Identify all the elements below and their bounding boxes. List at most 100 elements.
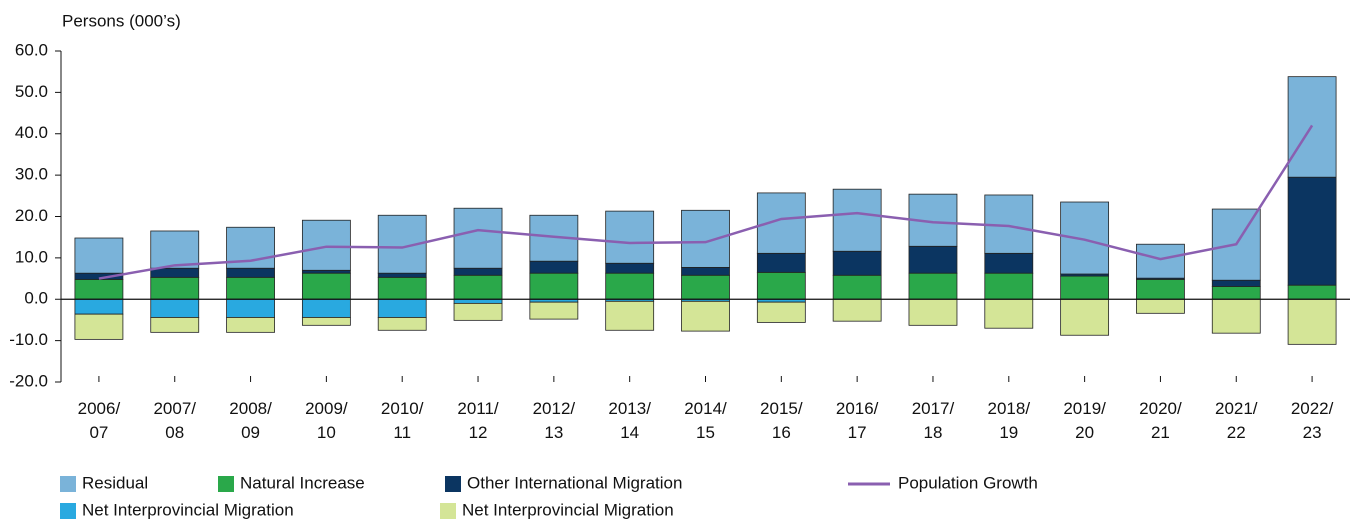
bar-segment: [605, 272, 655, 300]
legend-label: Residual: [82, 473, 148, 492]
y-tick-label: -10.0: [9, 330, 48, 349]
y-tick-label: 50.0: [15, 82, 48, 101]
x-tick-label-line: 2017/: [912, 399, 955, 418]
bar-segment: [301, 219, 351, 271]
bar-segment: [984, 252, 1034, 274]
x-tick-label-line: 19: [999, 423, 1018, 442]
x-tick-label: 2020/21: [1139, 399, 1182, 442]
bar-segment: [681, 209, 730, 268]
bar-segment: [74, 278, 124, 300]
x-tick-label-line: 10: [317, 423, 336, 442]
bar-segment: [1060, 275, 1110, 300]
y-tick-label: 20.0: [15, 206, 48, 225]
bar-segment: [377, 298, 427, 318]
bar-segment: [832, 274, 882, 300]
x-tick-label-line: 2021/: [1215, 399, 1258, 418]
bar-segment: [681, 274, 730, 300]
bar-segment: [453, 207, 503, 269]
x-tick-label-line: 2018/: [988, 399, 1031, 418]
y-tick-label: 10.0: [15, 247, 48, 266]
x-tick-label-line: 13: [544, 423, 563, 442]
bar-segment: [1060, 201, 1110, 275]
legend-swatch: [218, 476, 234, 492]
bar-segment: [226, 267, 275, 278]
bar-segment: [908, 245, 958, 274]
x-tick-label-line: 2009/: [305, 399, 348, 418]
bar-segment: [756, 301, 806, 323]
bar-segment: [301, 298, 351, 318]
bar-segment: [832, 298, 882, 322]
y-tick-label: -20.0: [9, 371, 48, 390]
bar-segment: [1136, 278, 1185, 300]
bar-segment: [1136, 243, 1185, 279]
bar-segment: [984, 298, 1034, 329]
legend-label: Other International Migration: [467, 473, 682, 492]
bar-segment: [301, 269, 351, 274]
bar-segment: [150, 317, 200, 333]
y-axis-label: Persons (000’s): [62, 11, 181, 30]
x-tick-label: 2019/20: [1063, 399, 1106, 442]
x-tick-label-line: 14: [620, 423, 639, 442]
bar-segment: [453, 302, 503, 321]
bar-segment: [226, 317, 275, 333]
x-tick-label: 2016/17: [836, 399, 879, 442]
x-tick-label: 2006/07: [78, 399, 121, 442]
x-tick-label: 2009/10: [305, 399, 348, 442]
x-tick-label-line: 2012/: [533, 399, 576, 418]
x-tick-label-line: 2016/: [836, 399, 879, 418]
x-tick-label: 2007/08: [153, 399, 196, 442]
x-tick-label-line: 08: [165, 423, 184, 442]
bar-segment: [1287, 284, 1337, 300]
legend-label: Population Growth: [898, 473, 1038, 492]
bar-segment: [605, 210, 655, 264]
bar-segment: [756, 252, 806, 273]
x-tick-label-line: 20: [1075, 423, 1094, 442]
bar-segment: [74, 313, 124, 340]
y-tick-label: 60.0: [15, 40, 48, 59]
x-tick-label-line: 18: [924, 423, 943, 442]
population-growth-line: [98, 124, 1314, 280]
bar-segment: [377, 317, 427, 331]
bar-segment: [377, 272, 427, 278]
x-tick-label-line: 17: [848, 423, 867, 442]
legend-label: Net Interprovincial Migration: [462, 500, 674, 519]
bar-segment: [605, 300, 655, 331]
bar-segment: [1060, 298, 1110, 336]
x-tick-label-line: 2019/: [1063, 399, 1106, 418]
bar-segment: [301, 317, 351, 326]
legend-swatch: [440, 503, 456, 519]
x-tick-label-line: 07: [89, 423, 108, 442]
x-tick-label: 2017/18: [912, 399, 955, 442]
bar-segment: [1211, 298, 1261, 334]
y-tick-label: 30.0: [15, 165, 48, 184]
bar-segment: [1211, 286, 1261, 300]
bar-segment: [226, 298, 275, 318]
x-tick-label-line: 21: [1151, 423, 1170, 442]
x-tick-label-line: 2015/: [760, 399, 803, 418]
bar-segment: [377, 276, 427, 300]
x-tick-label: 2022/23: [1291, 399, 1334, 442]
x-tick-label-line: 2008/: [229, 399, 272, 418]
x-tick-label: 2008/09: [229, 399, 272, 442]
x-tick-label-line: 12: [469, 423, 488, 442]
legend-swatch: [445, 476, 461, 492]
bar-segment: [74, 298, 124, 315]
legend-swatch: [60, 476, 76, 492]
x-tick-label-line: 23: [1303, 423, 1322, 442]
x-tick-label-line: 2011/: [457, 399, 499, 418]
x-tick-label-line: 22: [1227, 423, 1246, 442]
bar-segment: [529, 272, 579, 300]
bar-segment: [984, 272, 1034, 300]
x-tick-label: 2014/15: [684, 399, 727, 442]
bar-segment: [453, 298, 503, 304]
bar-segment: [529, 260, 579, 274]
bar-segment: [453, 267, 503, 276]
legend-label: Natural Increase: [240, 473, 365, 492]
bar-segment: [681, 300, 730, 332]
x-tick-label: 2015/16: [760, 399, 803, 442]
x-tick-label: 2012/13: [533, 399, 576, 442]
bar-segment: [453, 274, 503, 300]
bar-segment: [150, 230, 200, 269]
bar-segment: [832, 188, 882, 252]
